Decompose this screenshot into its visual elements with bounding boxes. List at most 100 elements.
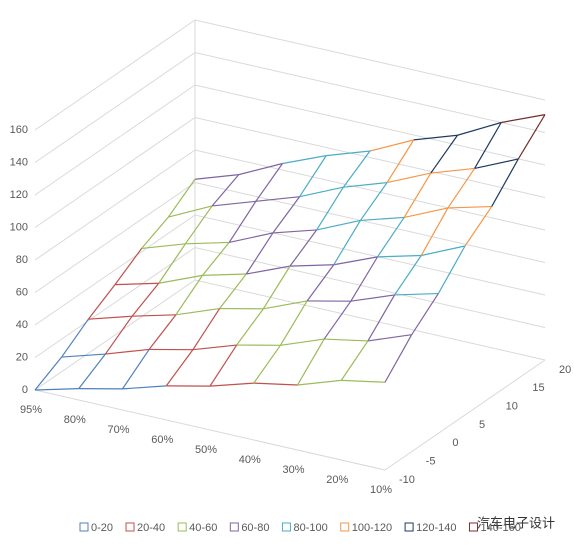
floor-edge [35,360,545,470]
grid-line [35,150,545,260]
surface-edge [378,217,405,256]
surface-edge [378,256,422,257]
x-tick-label: 50% [195,444,217,456]
x-tick-label: 10% [370,484,392,496]
surface-edge [149,315,176,350]
surface-edge [237,309,264,345]
surface-edge [414,135,458,140]
grid-line [35,20,545,130]
surface-edge [492,159,519,207]
z-tick-label: 60 [16,286,28,298]
surface-edge [210,383,254,386]
surface-edge [115,283,159,284]
legend-swatch [341,523,349,531]
surface-edge [404,173,431,217]
surface-edge [229,233,273,243]
surface-edge [475,159,519,169]
surface-edge [343,151,370,187]
legend-label: 140-160 [480,522,520,534]
surface-edge [212,201,256,206]
surface-edge [195,175,239,180]
surface-edge [246,266,290,274]
x-tick-label: 30% [282,464,304,476]
surface-edge [385,335,412,383]
surface-edge [448,207,492,208]
surface-edge [254,345,281,383]
surface-edge [229,201,256,242]
y-tick-label: 5 [479,419,485,431]
surface-edge [334,257,378,265]
surface-edge [263,301,307,309]
surface-edge [431,135,458,173]
z-tick-label: 40 [16,319,28,331]
surface-edge [368,335,412,341]
surface-edge [341,341,368,380]
surface-edge [438,246,465,294]
surface-edge [298,339,325,385]
surface-edge [79,354,106,389]
surface-edge [193,345,237,350]
grid-line [35,53,545,163]
surface-edge [115,248,142,284]
surface-edge [142,244,186,249]
surface-edge [351,295,395,301]
legend-label: 20-40 [137,522,165,534]
surface-edge [123,349,150,388]
z-tick-label: 120 [10,189,28,201]
legend-swatch [80,523,88,531]
y-tick-label: 10 [506,401,518,413]
surface-edge [360,217,404,220]
surface-edge [341,380,385,382]
surface-edge [518,115,545,159]
grid-line [35,248,545,358]
x-tick-label: 80% [64,414,86,426]
surface-edge [254,383,298,385]
surface-edge [185,242,229,243]
surface-edge [307,265,334,301]
z-tick-label: 20 [16,351,28,363]
z-tick-label: 0 [22,384,28,396]
y-tick-label: 0 [452,437,458,449]
grid-line [35,280,545,390]
surface-edge [35,389,79,390]
surface-edge [421,208,448,256]
surface-edge [283,156,327,164]
legend-swatch [282,523,290,531]
surface-edge [324,301,351,339]
surface-edge [203,274,247,275]
surface-edge [142,217,169,248]
surface-edge [88,285,115,320]
surface-edge [166,350,193,386]
surface-edge [105,349,149,354]
y-tick-label: 15 [532,382,544,394]
y-tick-label: 20 [559,364,571,376]
surface-edge [317,187,344,230]
legend-label: 80-100 [293,522,327,534]
surface-edge [176,275,203,314]
surface-edge [203,242,230,275]
z-tick-label: 160 [10,124,28,136]
x-tick-label: 70% [107,424,129,436]
surface-edge [421,246,465,256]
surface-edge [35,357,62,390]
surface-edge [431,168,475,173]
z-tick-label: 100 [10,221,28,233]
grid-line [35,183,545,293]
x-tick-label: 60% [151,434,173,446]
surface-edge [387,140,414,183]
x-tick-label: 95% [20,404,42,416]
z-tick-label: 80 [16,254,28,266]
surface-edge [193,309,220,350]
surface-edge [123,386,167,389]
x-tick-label: 20% [326,474,348,486]
surface-edge [351,257,378,301]
surface-edge [387,173,431,183]
x-tick-label: 40% [239,454,261,466]
surface-edge [317,220,361,230]
surface-edge [210,345,237,386]
legend-label: 120-140 [416,522,456,534]
surface-edge [290,230,317,266]
surface-edge [368,295,395,341]
surface-edge [395,294,439,295]
